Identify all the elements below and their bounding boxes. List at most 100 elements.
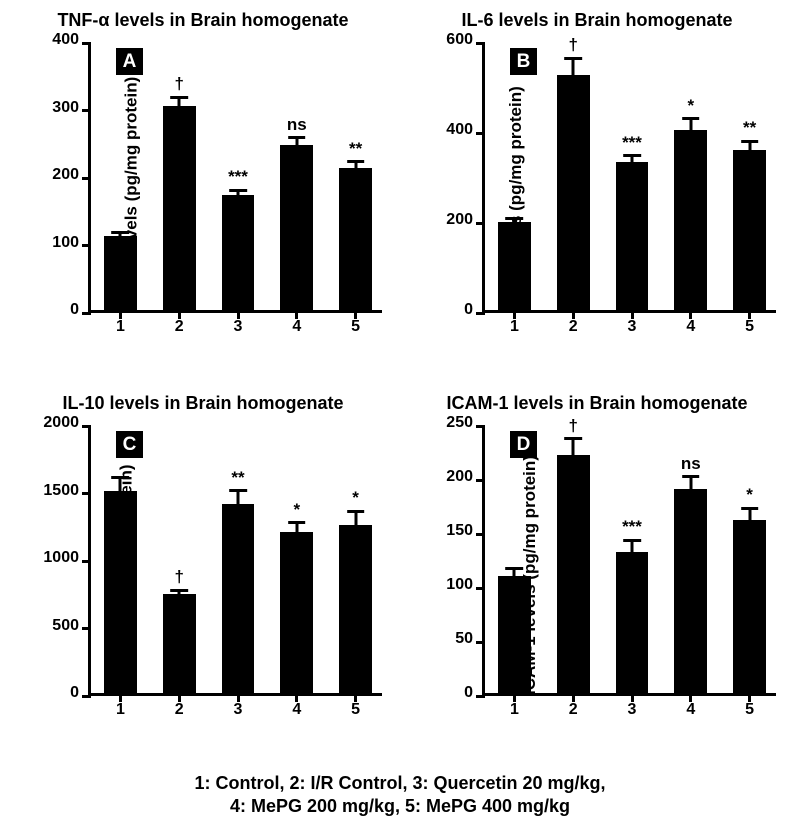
error-bar-cap: [564, 57, 582, 60]
error-bar-cap: [170, 589, 188, 592]
y-tick-label: 400: [446, 121, 485, 139]
y-tick-label: 300: [52, 99, 91, 117]
x-tick-label: 1: [510, 693, 519, 719]
error-bar-cap: [682, 117, 700, 120]
bar: [616, 552, 649, 693]
chart-grid: TNF-α levels in Brain homogenate TNF-α l…: [0, 0, 800, 760]
bar: [674, 130, 707, 310]
x-tick-label: 3: [234, 310, 243, 336]
error-bar-cap: [229, 189, 247, 192]
legend-line-1: 1: Control, 2: I/R Control, 3: Quercetin…: [0, 772, 800, 795]
y-tick-label: 400: [52, 31, 91, 49]
x-tick-label: 2: [175, 310, 184, 336]
panel-a-plot-wrap: TNF-α levels (pg/mg protein) 01002003004…: [16, 37, 390, 347]
bar: [163, 106, 196, 310]
error-bar-cap: [112, 231, 130, 234]
significance-annotation: ***: [622, 133, 642, 153]
error-bar-cap: [506, 567, 524, 570]
x-tick-label: 4: [292, 693, 301, 719]
error-bar-stem: [689, 477, 692, 492]
y-tick-label: 600: [446, 31, 485, 49]
significance-annotation: †: [568, 416, 577, 436]
bar: [498, 576, 531, 693]
panel-d-plot: 05010015020025012†3***4ns5*D: [482, 426, 776, 696]
panel-b-plot: 020040060012†3***4*5**B: [482, 43, 776, 313]
bar: [733, 520, 766, 693]
error-bar-stem: [748, 508, 751, 523]
panel-badge: B: [510, 48, 537, 75]
error-bar-cap: [564, 437, 582, 440]
legend-line-2: 4: MePG 200 mg/kg, 5: MePG 400 mg/kg: [0, 795, 800, 818]
y-tick-label: 200: [52, 166, 91, 184]
significance-annotation: ***: [622, 517, 642, 537]
significance-annotation: *: [352, 488, 359, 508]
error-bar-stem: [178, 97, 181, 109]
error-bar-cap: [623, 154, 641, 157]
panel-c-plot-wrap: IL-10 levels (pg/mg protein) 05001000150…: [16, 420, 390, 730]
panel-badge: A: [116, 48, 143, 75]
x-tick-label: 3: [628, 693, 637, 719]
error-bar-stem: [748, 141, 751, 153]
significance-annotation: **: [743, 118, 756, 138]
significance-annotation: ***: [228, 167, 248, 187]
error-bar-cap: [229, 489, 247, 492]
panel-b-plot-wrap: IL-6 levels (pg/mg protein) 020040060012…: [410, 37, 784, 347]
y-tick-label: 150: [446, 522, 485, 540]
error-bar-cap: [347, 510, 365, 513]
y-tick-label: 0: [464, 301, 485, 319]
x-tick-label: 5: [745, 693, 754, 719]
x-tick-label: 4: [686, 310, 695, 336]
y-tick-label: 100: [446, 576, 485, 594]
panel-a-title: TNF-α levels in Brain homogenate: [16, 10, 390, 31]
error-bar-cap: [682, 475, 700, 478]
y-tick-label: 0: [70, 684, 91, 702]
bar: [339, 168, 372, 310]
y-tick-label: 1500: [43, 482, 91, 500]
panel-badge: D: [510, 431, 537, 458]
significance-annotation: *: [687, 96, 694, 116]
error-bar-stem: [295, 523, 298, 536]
bar: [222, 504, 255, 693]
x-tick-label: 3: [628, 310, 637, 336]
bar: [104, 491, 137, 694]
panel-badge: C: [116, 431, 143, 458]
panel-d: ICAM-1 levels in Brain homogenate ICAM-1…: [410, 393, 784, 760]
bar: [280, 532, 313, 693]
bar: [498, 222, 531, 310]
bar: [104, 236, 137, 310]
panel-b-title: IL-6 levels in Brain homogenate: [410, 10, 784, 31]
error-bar-stem: [295, 138, 298, 149]
error-bar-cap: [112, 476, 130, 479]
y-tick-label: 200: [446, 468, 485, 486]
error-bar-stem: [513, 569, 516, 580]
error-bar-stem: [572, 439, 575, 458]
y-tick-label: 100: [52, 234, 91, 252]
error-bar-cap: [623, 539, 641, 542]
significance-annotation: †: [174, 567, 183, 587]
x-tick-label: 1: [510, 310, 519, 336]
error-bar-cap: [288, 136, 306, 139]
x-tick-label: 1: [116, 693, 125, 719]
error-bar-stem: [237, 491, 240, 507]
significance-annotation: *: [746, 485, 753, 505]
bar: [280, 145, 313, 310]
x-tick-label: 5: [351, 693, 360, 719]
y-tick-label: 250: [446, 414, 485, 432]
bar: [222, 195, 255, 310]
error-bar-cap: [170, 96, 188, 99]
bar: [557, 75, 590, 310]
error-bar-cap: [741, 140, 759, 143]
y-tick-label: 50: [455, 630, 485, 648]
panel-d-plot-wrap: ICAM-1 levels (pg/mg protein) 0501001502…: [410, 420, 784, 730]
x-tick-label: 3: [234, 693, 243, 719]
bar: [733, 150, 766, 310]
x-tick-label: 4: [686, 693, 695, 719]
error-bar-cap: [741, 507, 759, 510]
error-bar-stem: [631, 540, 634, 554]
panel-c: IL-10 levels in Brain homogenate IL-10 l…: [16, 393, 390, 760]
panel-b: IL-6 levels in Brain homogenate IL-6 lev…: [410, 10, 784, 377]
error-bar-stem: [689, 119, 692, 133]
x-tick-label: 2: [175, 693, 184, 719]
x-tick-label: 2: [569, 310, 578, 336]
y-tick-label: 200: [446, 211, 485, 229]
